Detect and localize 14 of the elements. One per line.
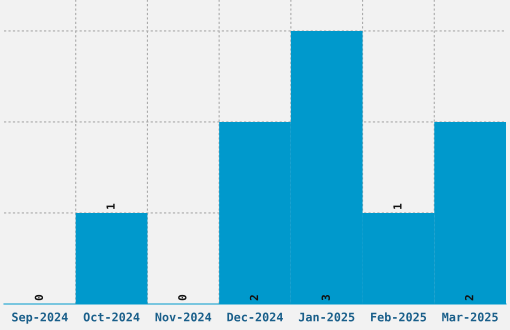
x-tick-label: Sep-2024 [12, 312, 68, 324]
x-tick-label: Feb-2025 [371, 312, 426, 322]
x-tick-label: Mar-2025 [442, 312, 498, 322]
data-label: 2 [250, 295, 258, 300]
x-tick-label: Oct-2024 [84, 312, 140, 322]
x-tick-label: Jan-2025 [298, 312, 354, 322]
data-label: 3 [322, 294, 330, 300]
data-label: 1 [393, 204, 402, 209]
x-tick-label: Nov-2024 [156, 312, 212, 322]
data-label: 1 [106, 204, 115, 209]
data-label: 0 [178, 294, 187, 300]
data-label: 0 [34, 294, 44, 300]
x-tick-label: Dec-2024 [227, 312, 283, 322]
data-label: 2 [464, 295, 474, 300]
